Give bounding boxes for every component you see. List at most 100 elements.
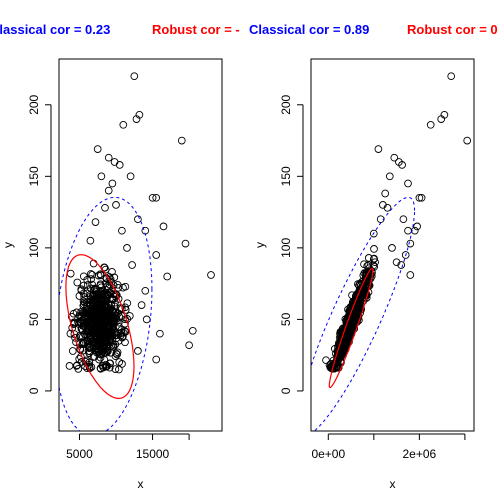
panel1-point xyxy=(72,338,80,347)
panel2-point xyxy=(381,189,390,198)
panel2-point xyxy=(406,239,415,248)
panel2-point xyxy=(426,120,435,129)
panel1-point xyxy=(75,340,84,348)
panel1-point xyxy=(121,338,129,347)
panel1-point xyxy=(95,339,103,348)
panel2-y-axis-label: y xyxy=(253,242,267,248)
panel1-point xyxy=(112,308,120,317)
panel1-point xyxy=(106,329,115,338)
panel2-point xyxy=(413,222,421,231)
panel1-point xyxy=(86,270,95,278)
panel1-point xyxy=(93,327,101,335)
panel1-point xyxy=(84,347,93,355)
panel2-x-tick-label: 0e+00 xyxy=(311,447,345,461)
panel2-point xyxy=(463,136,472,145)
panel2-x-axis-label: x xyxy=(390,477,396,491)
panel1-point xyxy=(97,344,105,352)
panel1-point xyxy=(94,307,103,316)
panel1-point xyxy=(85,342,94,351)
panel2-point xyxy=(370,245,378,253)
panel1-point xyxy=(102,328,111,337)
panel1-point xyxy=(115,365,123,374)
panel2-point xyxy=(342,341,350,350)
panel1-point xyxy=(156,329,164,338)
panel1-point xyxy=(74,318,82,327)
panel1-point xyxy=(118,226,126,235)
panel2-point xyxy=(390,153,399,162)
panel1-point xyxy=(159,222,168,231)
panel1-point xyxy=(101,279,110,288)
panel1-point xyxy=(119,120,128,129)
panel1-point xyxy=(79,339,88,347)
panel1-point xyxy=(83,281,92,289)
panel1-point xyxy=(114,322,123,331)
panel1-point xyxy=(83,327,91,335)
panel1-point xyxy=(102,360,110,369)
panel1-point xyxy=(120,327,129,335)
panel2-point xyxy=(401,251,410,259)
panel1-x-axis-label: x xyxy=(138,477,144,491)
panel2-point xyxy=(404,226,412,235)
panel2-point xyxy=(364,254,373,262)
panel1-point xyxy=(95,355,103,364)
panel1-point xyxy=(82,304,91,313)
panel2-point xyxy=(379,201,387,209)
panel1-title-classical: Classical cor = 0.23 xyxy=(0,22,111,37)
panel1-x-tick-label: 5000 xyxy=(66,447,93,461)
panel1-point xyxy=(97,290,106,299)
panel2-point xyxy=(437,115,446,123)
panel1-point xyxy=(97,330,106,339)
panel2-y-tick-label: 200 xyxy=(279,94,293,114)
panel1-point xyxy=(96,364,105,373)
panel1-point xyxy=(128,261,136,269)
panel1-point xyxy=(107,313,116,322)
panel1-point xyxy=(96,314,105,323)
panel1-point xyxy=(90,308,99,317)
panel1-point xyxy=(142,315,151,324)
panel2-point xyxy=(398,161,406,169)
panel2-point xyxy=(388,244,396,252)
panel2-y-tick-label: 50 xyxy=(279,312,293,326)
panel2-classical-ellipse xyxy=(311,196,415,431)
panel2-x-tick-label: 2e+06 xyxy=(403,447,437,461)
panel1-y-tick-label: 200 xyxy=(27,94,41,114)
panel1-point xyxy=(91,218,100,226)
panel1-point xyxy=(148,193,157,202)
panel1-point xyxy=(77,325,86,333)
panel2-point xyxy=(417,193,426,202)
panel1-point xyxy=(91,339,99,348)
panel1-point xyxy=(152,193,161,202)
panel1-point xyxy=(188,326,197,335)
panel1-point xyxy=(73,278,82,287)
panel1-point xyxy=(97,283,106,292)
panel2-point xyxy=(404,179,412,188)
panel1-point xyxy=(115,161,124,169)
panel1-point xyxy=(88,318,96,327)
panel1-point xyxy=(94,271,103,280)
panel2-point xyxy=(399,215,408,224)
panel1-point xyxy=(66,269,75,278)
panel1-point xyxy=(107,342,116,350)
panel2-point xyxy=(348,321,357,330)
panel1-point xyxy=(137,301,146,309)
panel2-point xyxy=(374,145,383,153)
panel1-point xyxy=(93,293,102,301)
panel1-point xyxy=(109,295,117,304)
panel1-y-tick-label: 0 xyxy=(27,387,41,394)
panel1-point xyxy=(134,347,142,355)
panel1-point xyxy=(152,251,161,259)
panel1-point xyxy=(86,316,95,325)
panel1-point xyxy=(130,72,139,81)
panel1-point xyxy=(83,289,92,298)
panel1-title-robust: Robust cor = - xyxy=(152,22,240,37)
panel2-point xyxy=(447,72,456,81)
panel1-robust-ellipse xyxy=(65,254,135,400)
panel1-point xyxy=(97,172,106,181)
panel1-point xyxy=(121,282,130,291)
panel1-point xyxy=(185,341,193,350)
panel1-point xyxy=(68,347,77,355)
panel1-point xyxy=(108,179,117,188)
panel1-point xyxy=(110,158,119,166)
panel2-point xyxy=(357,284,366,292)
panel1-point xyxy=(177,136,186,145)
